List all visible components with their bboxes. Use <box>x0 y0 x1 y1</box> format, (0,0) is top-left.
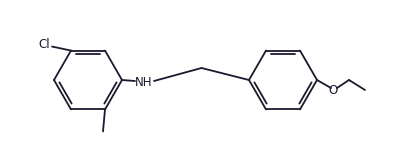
Text: NH: NH <box>135 76 153 88</box>
Text: Cl: Cl <box>38 38 50 51</box>
Text: O: O <box>328 83 338 97</box>
